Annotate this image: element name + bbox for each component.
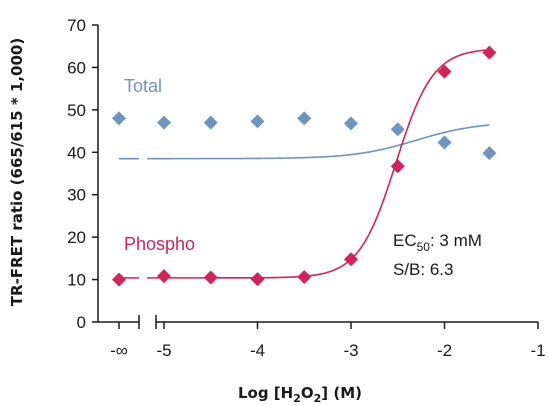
data-point-phospho (344, 252, 358, 267)
data-point-total (250, 114, 265, 129)
data-point-phospho (203, 270, 218, 285)
data-point-total (297, 111, 312, 126)
x-tick-label: -2 (437, 341, 452, 360)
data-point-phospho (112, 272, 126, 287)
data-point-phospho (390, 159, 405, 174)
y-axis-title: TR-FRET ratio (665/615 * 1,000) (8, 38, 26, 306)
ec50-annotation: EC50: 3 mM (393, 231, 482, 254)
data-point-phospho (250, 272, 265, 287)
fit-curve-total (118, 124, 490, 160)
sb-annotation: S/B: 6.3 (393, 260, 453, 279)
y-tick-label: 60 (67, 58, 86, 77)
x-axis-title: Log [H2O2] (M) (238, 384, 362, 405)
data-point-total (344, 116, 358, 131)
y-tick-label: 50 (67, 101, 86, 120)
data-point-total (112, 111, 126, 126)
x-tick-label-zero: -∞ (110, 341, 128, 360)
data-point-total (482, 146, 497, 161)
data-point-phospho (157, 269, 171, 284)
data-point-total (203, 115, 218, 130)
x-tick-label: -3 (343, 341, 358, 360)
x-axis: -∞ -5 -4 -3 -2 -1 (98, 315, 546, 360)
x-tick-label: -5 (156, 341, 171, 360)
y-tick-label: 30 (67, 186, 86, 205)
data-point-total (157, 115, 171, 130)
data-markers (112, 45, 497, 287)
data-point-total (437, 135, 452, 150)
series-label-phospho: Phospho (124, 234, 195, 254)
x-tick-label: -4 (250, 341, 265, 360)
x-tick-label: -1 (530, 341, 545, 360)
y-tick-label: 10 (67, 271, 86, 290)
data-point-phospho (297, 270, 312, 285)
y-tick-label: 40 (67, 143, 86, 162)
data-point-phospho (437, 64, 452, 79)
y-tick-label: 70 (67, 16, 86, 35)
data-point-phospho (482, 45, 497, 60)
y-tick-label: 0 (77, 313, 86, 332)
y-tick-label: 20 (67, 228, 86, 247)
data-point-total (390, 122, 405, 137)
y-axis: 0 10 20 30 40 50 60 70 (67, 16, 99, 332)
series-label-total: Total (124, 76, 162, 96)
